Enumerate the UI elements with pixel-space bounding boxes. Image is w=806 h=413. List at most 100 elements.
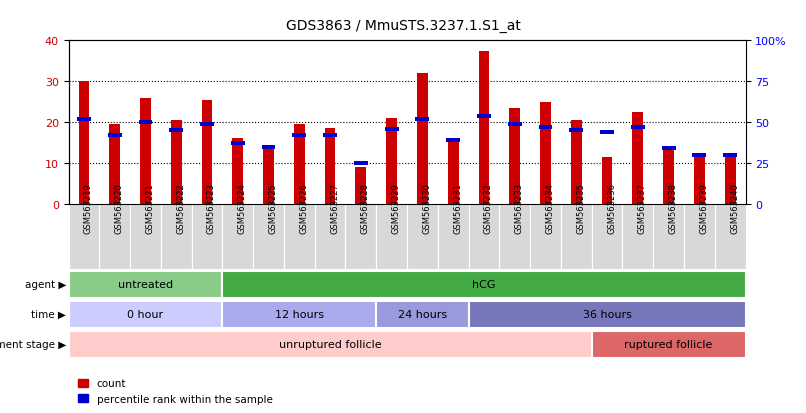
Bar bbox=[253, 204, 284, 270]
Bar bbox=[416, 118, 430, 121]
Text: GSM563228: GSM563228 bbox=[361, 182, 370, 233]
Bar bbox=[110, 125, 120, 204]
Bar bbox=[663, 147, 674, 204]
Text: time ▶: time ▶ bbox=[31, 309, 66, 319]
Bar bbox=[694, 157, 704, 204]
Bar bbox=[200, 122, 214, 126]
Text: GSM563229: GSM563229 bbox=[392, 182, 401, 233]
Text: agent ▶: agent ▶ bbox=[25, 280, 66, 290]
Bar bbox=[69, 331, 592, 358]
Text: ruptured follicle: ruptured follicle bbox=[625, 339, 713, 349]
Bar bbox=[715, 204, 746, 270]
Bar bbox=[264, 150, 274, 204]
Bar bbox=[725, 157, 736, 204]
Bar bbox=[130, 204, 161, 270]
Text: GSM563230: GSM563230 bbox=[422, 182, 431, 233]
Bar bbox=[192, 204, 222, 270]
Bar bbox=[222, 271, 746, 298]
Bar bbox=[386, 119, 397, 204]
Bar bbox=[314, 204, 346, 270]
Bar bbox=[169, 129, 183, 133]
Bar bbox=[284, 204, 314, 270]
Bar bbox=[723, 153, 737, 157]
Bar bbox=[447, 139, 460, 143]
Text: 24 hours: 24 hours bbox=[398, 309, 447, 319]
Text: GSM563226: GSM563226 bbox=[299, 182, 309, 233]
Text: 36 hours: 36 hours bbox=[583, 309, 632, 319]
Text: GSM563219: GSM563219 bbox=[84, 182, 93, 233]
Text: GSM563221: GSM563221 bbox=[145, 182, 155, 233]
Bar bbox=[600, 131, 614, 135]
Bar bbox=[262, 145, 276, 150]
Text: unruptured follicle: unruptured follicle bbox=[279, 339, 381, 349]
Bar bbox=[354, 161, 368, 166]
Bar bbox=[294, 125, 305, 204]
Text: GSM563234: GSM563234 bbox=[546, 182, 555, 233]
Text: GSM563223: GSM563223 bbox=[207, 182, 216, 233]
Bar bbox=[500, 204, 530, 270]
Bar bbox=[684, 204, 715, 270]
Bar bbox=[376, 204, 407, 270]
Bar bbox=[592, 331, 746, 358]
Bar bbox=[161, 204, 192, 270]
Bar bbox=[653, 204, 684, 270]
Text: 12 hours: 12 hours bbox=[275, 309, 324, 319]
Text: 0 hour: 0 hour bbox=[127, 309, 164, 319]
Bar bbox=[355, 168, 366, 204]
Bar bbox=[417, 74, 428, 204]
Bar bbox=[325, 129, 335, 204]
Bar bbox=[448, 139, 459, 204]
Bar bbox=[662, 147, 675, 151]
Text: GSM563231: GSM563231 bbox=[453, 182, 462, 233]
Bar bbox=[293, 134, 306, 138]
Bar bbox=[69, 204, 99, 270]
Bar bbox=[376, 301, 468, 328]
Text: GSM563222: GSM563222 bbox=[177, 182, 185, 233]
Bar bbox=[171, 121, 181, 204]
Text: GSM563236: GSM563236 bbox=[607, 182, 616, 233]
Bar bbox=[231, 142, 245, 146]
Bar bbox=[538, 126, 552, 130]
Text: GDS3863 / MmuSTS.3237.1.S1_at: GDS3863 / MmuSTS.3237.1.S1_at bbox=[285, 19, 521, 33]
Bar bbox=[69, 271, 222, 298]
Bar bbox=[540, 102, 551, 204]
Bar bbox=[69, 301, 222, 328]
Bar bbox=[384, 127, 399, 131]
Bar bbox=[622, 204, 653, 270]
Text: development stage ▶: development stage ▶ bbox=[0, 339, 66, 349]
Text: GSM563235: GSM563235 bbox=[576, 182, 585, 233]
Text: GSM563224: GSM563224 bbox=[238, 182, 247, 233]
Bar bbox=[479, 52, 489, 204]
Bar bbox=[561, 204, 592, 270]
Bar bbox=[99, 204, 130, 270]
Bar bbox=[78, 82, 89, 204]
Bar bbox=[232, 139, 243, 204]
Bar bbox=[222, 204, 253, 270]
Bar bbox=[468, 204, 500, 270]
Bar bbox=[323, 134, 337, 138]
Legend: count, percentile rank within the sample: count, percentile rank within the sample bbox=[73, 374, 276, 408]
Text: GSM563238: GSM563238 bbox=[669, 182, 678, 233]
Bar bbox=[633, 113, 643, 204]
Bar bbox=[509, 109, 520, 204]
Bar bbox=[77, 118, 91, 121]
Text: GSM563225: GSM563225 bbox=[268, 182, 277, 233]
Bar bbox=[569, 129, 584, 133]
Text: hCG: hCG bbox=[472, 280, 496, 290]
Bar bbox=[438, 204, 468, 270]
Bar bbox=[631, 126, 645, 130]
Text: GSM563237: GSM563237 bbox=[638, 182, 647, 233]
Bar bbox=[508, 122, 521, 126]
Text: GSM563227: GSM563227 bbox=[330, 182, 339, 233]
Text: GSM563233: GSM563233 bbox=[515, 182, 524, 233]
Bar bbox=[477, 114, 491, 119]
Text: GSM563240: GSM563240 bbox=[730, 182, 739, 233]
Text: GSM563220: GSM563220 bbox=[114, 182, 123, 233]
Bar bbox=[108, 134, 122, 138]
Bar bbox=[530, 204, 561, 270]
Bar bbox=[571, 121, 582, 204]
Bar bbox=[346, 204, 376, 270]
Bar bbox=[592, 204, 622, 270]
Bar bbox=[222, 301, 376, 328]
Bar bbox=[692, 153, 706, 157]
